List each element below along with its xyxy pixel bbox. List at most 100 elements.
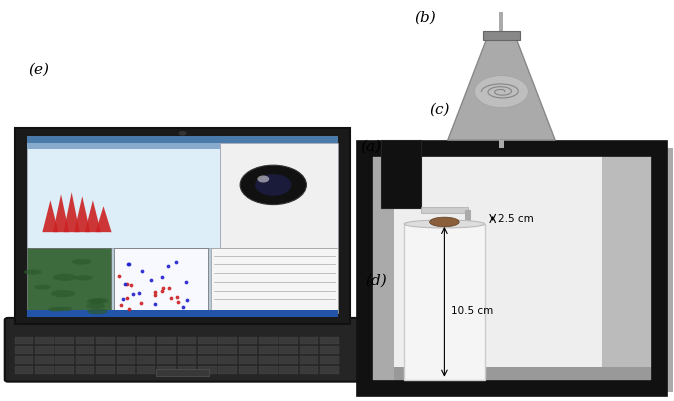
Point <box>122 295 133 302</box>
Bar <box>394 367 656 383</box>
Bar <box>15 129 350 324</box>
Point <box>127 291 138 297</box>
Bar <box>27 136 338 144</box>
Polygon shape <box>448 41 555 141</box>
Bar <box>198 346 216 354</box>
Bar <box>35 366 54 374</box>
Point <box>166 295 177 302</box>
Bar <box>499 141 504 149</box>
Bar <box>299 337 318 344</box>
Bar <box>117 356 135 364</box>
Bar <box>483 32 520 41</box>
Polygon shape <box>42 201 59 233</box>
Bar <box>218 356 237 364</box>
Bar <box>96 356 115 364</box>
Point <box>177 304 188 310</box>
Bar <box>279 356 298 364</box>
Bar <box>76 337 94 344</box>
Bar <box>55 356 74 364</box>
Point <box>158 285 168 292</box>
Bar <box>15 337 34 344</box>
Bar <box>96 337 115 344</box>
Ellipse shape <box>48 307 63 312</box>
Bar <box>157 346 176 354</box>
Bar <box>421 207 468 213</box>
Point <box>118 296 129 303</box>
Point <box>156 288 167 294</box>
Point <box>122 281 133 288</box>
Bar <box>177 356 196 364</box>
Point <box>180 279 191 286</box>
Bar <box>137 366 156 374</box>
Bar <box>218 366 237 374</box>
Bar <box>239 366 257 374</box>
Bar <box>157 337 176 344</box>
Ellipse shape <box>51 290 75 298</box>
Bar <box>259 346 278 354</box>
Bar <box>27 136 338 317</box>
Bar <box>55 346 74 354</box>
Bar <box>27 310 338 317</box>
Ellipse shape <box>404 221 485 229</box>
Bar <box>157 356 176 364</box>
Ellipse shape <box>72 259 92 265</box>
Bar <box>76 356 94 364</box>
Point <box>133 290 144 297</box>
Text: (c): (c) <box>429 102 450 116</box>
Bar <box>320 346 338 354</box>
Bar <box>464 211 471 225</box>
Text: 10.5 cm: 10.5 cm <box>451 305 493 315</box>
Bar <box>299 346 318 354</box>
Text: 2.5 cm: 2.5 cm <box>498 214 534 224</box>
Text: (a): (a) <box>361 140 381 154</box>
Point <box>122 261 133 267</box>
Bar <box>279 366 298 374</box>
Bar <box>117 346 135 354</box>
Circle shape <box>257 176 270 183</box>
Point <box>150 289 160 296</box>
Bar <box>115 248 208 313</box>
Bar <box>76 346 94 354</box>
Bar <box>218 346 237 354</box>
Bar <box>15 346 34 354</box>
Bar <box>320 356 338 364</box>
Point <box>181 297 192 303</box>
Bar <box>299 356 318 364</box>
Polygon shape <box>96 207 112 233</box>
Bar <box>404 225 485 380</box>
Bar <box>218 337 237 344</box>
Point <box>125 282 136 288</box>
Ellipse shape <box>75 275 93 281</box>
Bar <box>117 337 135 344</box>
Bar <box>279 346 298 354</box>
Circle shape <box>240 166 307 205</box>
Bar <box>198 366 216 374</box>
Ellipse shape <box>429 218 459 227</box>
Ellipse shape <box>87 309 108 315</box>
Bar <box>27 144 220 248</box>
Bar <box>381 141 421 209</box>
Bar <box>239 346 257 354</box>
Circle shape <box>179 132 187 136</box>
Ellipse shape <box>89 298 109 304</box>
Bar <box>320 337 338 344</box>
Bar <box>157 366 176 374</box>
Polygon shape <box>63 193 80 233</box>
Bar <box>55 337 74 344</box>
Circle shape <box>255 174 291 196</box>
Bar <box>198 356 216 364</box>
Bar <box>198 337 216 344</box>
Polygon shape <box>74 197 90 233</box>
Bar <box>259 366 278 374</box>
Bar <box>279 337 298 344</box>
Bar <box>259 356 278 364</box>
Bar <box>35 356 54 364</box>
Point <box>120 281 131 287</box>
Bar <box>55 366 74 374</box>
Point <box>116 302 127 308</box>
Ellipse shape <box>87 299 104 304</box>
Point <box>173 299 183 306</box>
Ellipse shape <box>86 303 105 309</box>
Point <box>164 286 175 292</box>
Bar <box>220 144 338 248</box>
